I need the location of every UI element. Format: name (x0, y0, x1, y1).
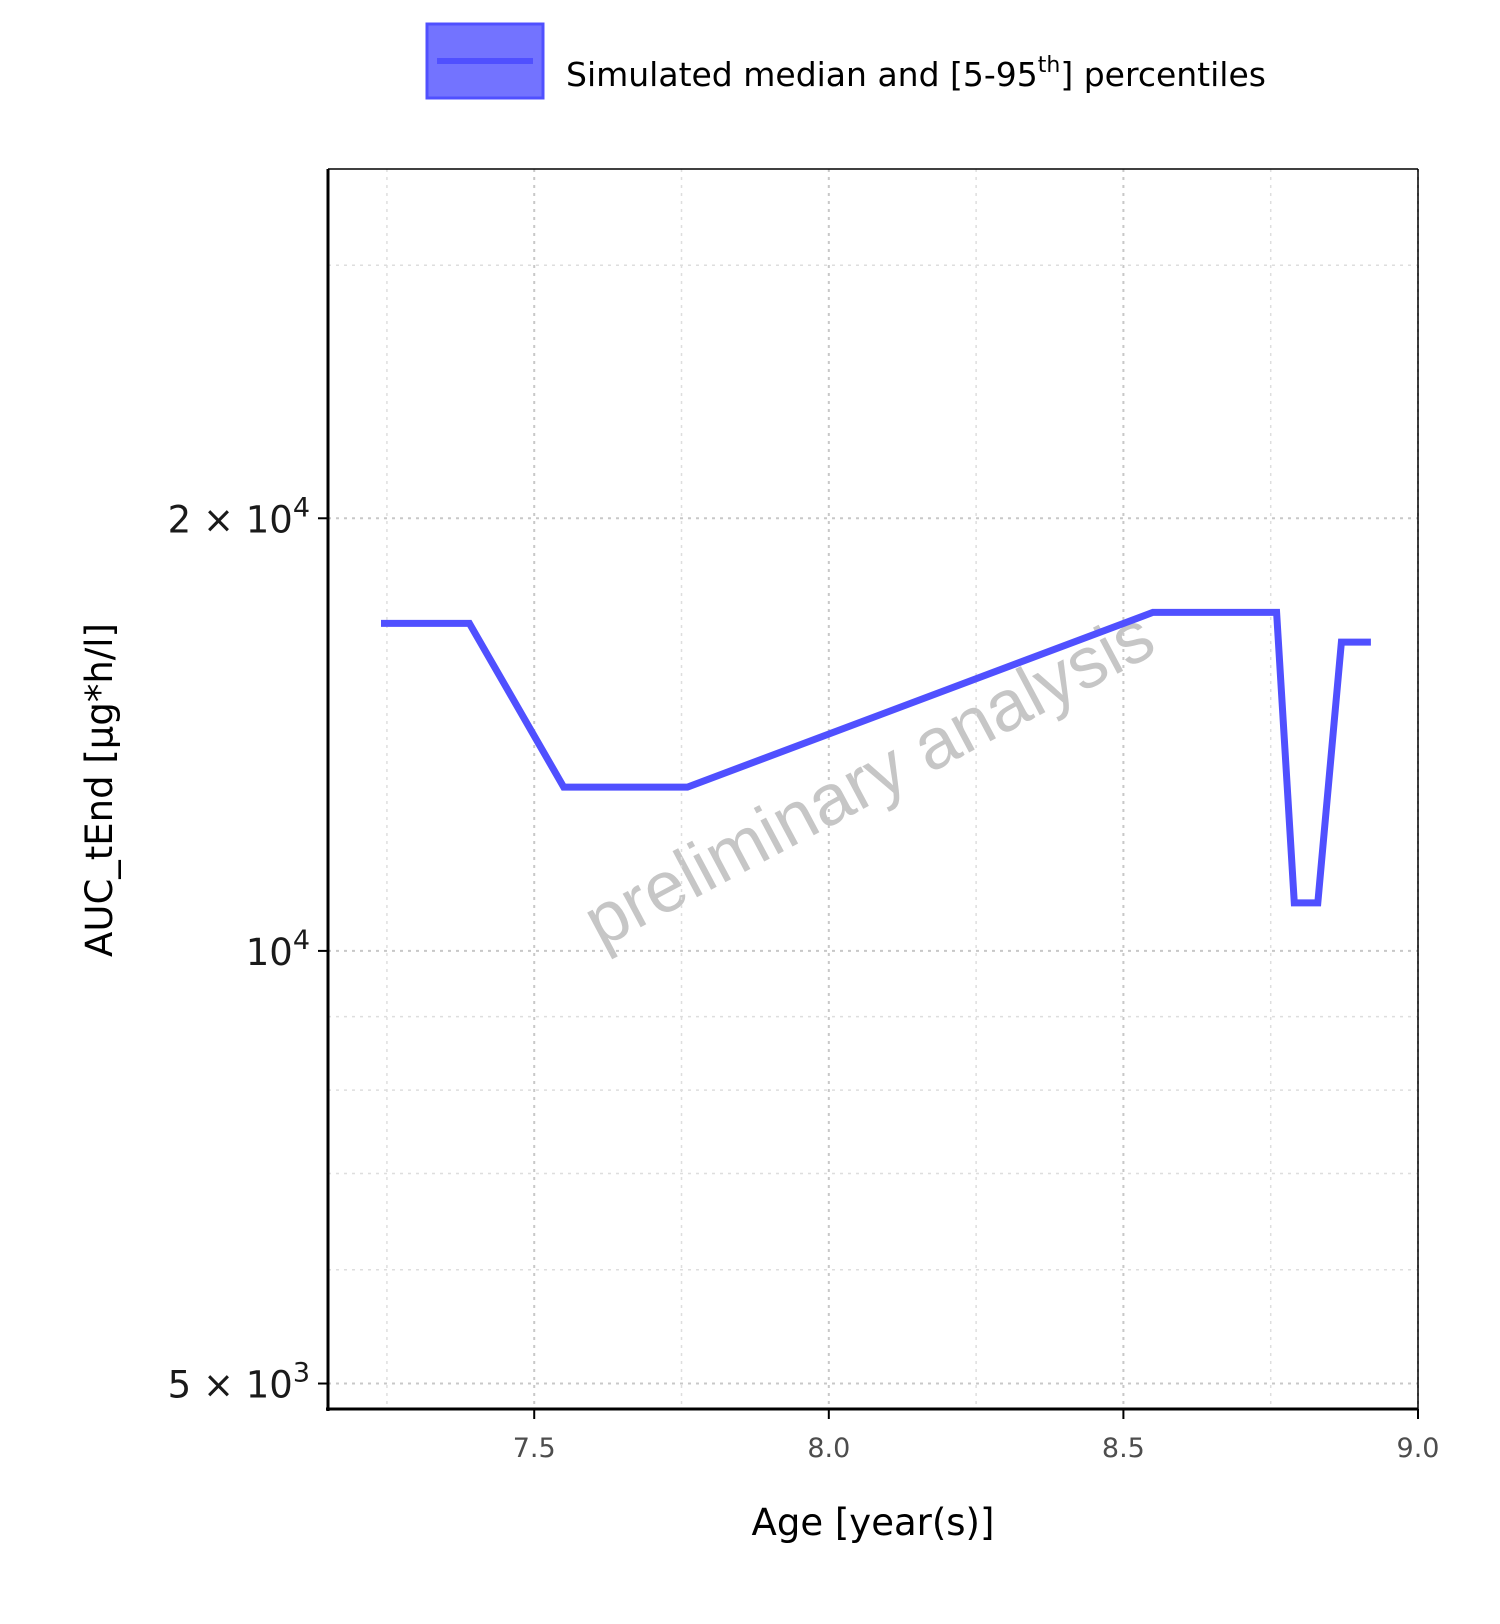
series-line (381, 608, 1371, 907)
axes: 7.5 8.0 8.5 9.0 5 × 103 104 2 × 104 (168, 168, 1440, 1464)
x-tick-label: 7.5 (513, 1433, 556, 1464)
x-axis-title: Age [year(s)] (752, 1501, 995, 1544)
watermark: preliminary analysis (571, 595, 1167, 962)
y-tick-label: 5 × 103 (168, 1358, 310, 1407)
legend: Simulated median and [5-95th] percentile… (425, 22, 1266, 100)
legend-label: Simulated median and [5-95th] percentile… (566, 53, 1266, 94)
x-tick-label: 8.0 (807, 1433, 850, 1464)
x-tick-label: 8.5 (1102, 1433, 1145, 1464)
y-axis-title: AUC_tEnd [µg*h/l] (78, 623, 121, 957)
series-lines (381, 608, 1371, 907)
x-tick-label: 9.0 (1397, 1433, 1440, 1464)
y-tick-label: 2 × 104 (168, 492, 310, 541)
y-tick-label: 104 (246, 925, 310, 974)
